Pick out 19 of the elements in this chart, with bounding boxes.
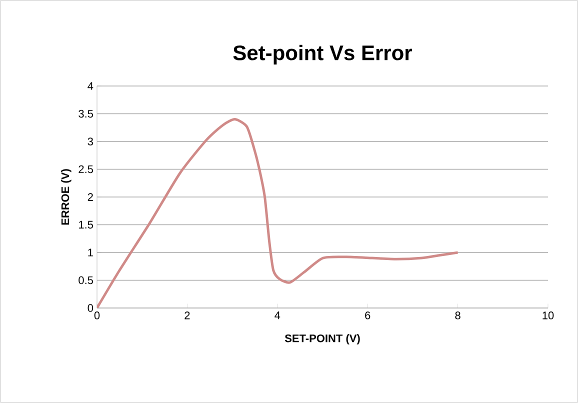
chart-title: Set-point Vs Error [233,44,412,64]
y-tick-label: 4 [88,82,94,90]
x-tick-label: 6 [365,312,370,320]
y-tick-label: 2 [88,193,93,201]
line-series [97,118,460,308]
x-tick-label: 8 [455,312,460,320]
x-tick-label: 2 [184,312,190,320]
x-tick-label: 10 [542,312,554,320]
y-tick-label: 1 [88,248,93,256]
y-tick-label: 3 [88,138,93,146]
y-tick-label: 0 [88,304,94,312]
y-tick-label: 1.5 [79,220,93,229]
y-tick-label: 0.5 [78,276,93,284]
y-tick-label: 2.5 [78,165,93,174]
x-tick-label: 0 [94,312,100,320]
y-tick-label: 3.5 [78,110,93,118]
y-axis-title: ERROE (V) [61,169,72,225]
x-axis-title: SET-POINT (V) [284,334,360,344]
x-tick-label: 4 [274,312,280,320]
